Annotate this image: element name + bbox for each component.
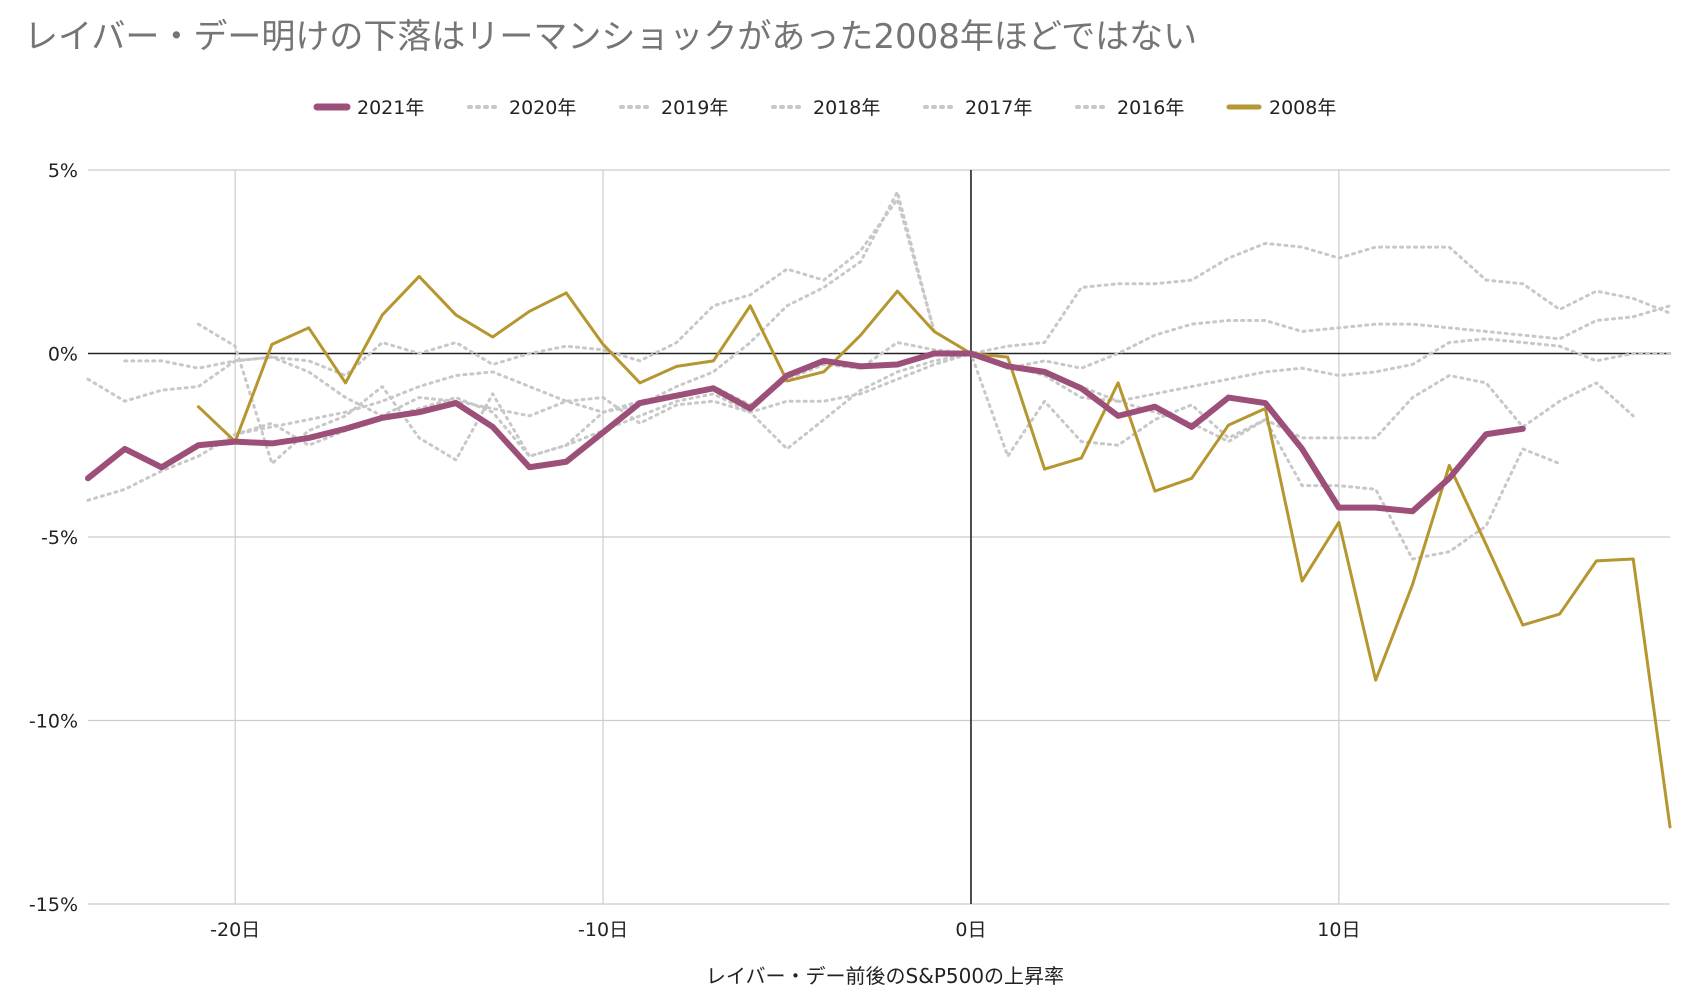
x-tick-label: 10日 [1317,919,1360,941]
chart-title: レイバー・デー明けの下落はリーマンショックがあった2008年ほどではない [24,17,1197,57]
legend-label: 2018年 [813,97,880,119]
legend-item: 2021年 [313,97,424,119]
series-line-2021 [85,350,1526,515]
y-tick-label: 5% [48,160,78,182]
series-line-2018 [86,197,1672,403]
legend-item: 2020年 [467,97,576,119]
series-line-2017 [123,337,1672,425]
y-tick-label: 0% [48,344,78,366]
tick-layer: 5% 0% -5% -10% -15% -20日 -10日 0日 10日 [29,160,1361,941]
legend: 2021年 2020年 2019年 2018年 2017年 2016年 2008年 [313,97,1336,119]
x-axis-label: レイバー・デー前後のS&P500の上昇率 [706,964,1064,988]
grid-layer [88,169,1670,905]
axis-layer [88,170,1670,904]
legend-label: 2020年 [509,97,576,119]
legend-item: 2008年 [1226,97,1336,119]
legend-item: 2018年 [771,97,880,119]
legend-label: 2019年 [661,97,728,119]
legend-label: 2008年 [1269,97,1336,119]
y-tick-label: -15% [29,894,78,916]
legend-item: 2016年 [1075,97,1184,119]
y-tick-label: -5% [41,527,78,549]
series-line-2008 [196,274,1672,829]
series-layer [85,190,1672,829]
series-line-2019 [196,241,1672,466]
x-tick-label: -20日 [210,919,260,941]
legend-item: 2019年 [619,97,728,119]
legend-label: 2017年 [965,97,1032,119]
legend-item: 2017年 [923,97,1032,119]
x-tick-label: -10日 [578,919,628,941]
legend-label: 2021年 [357,97,424,119]
legend-label: 2016年 [1117,97,1184,119]
x-tick-label: 0日 [955,919,986,941]
series-line-2020 [86,190,1562,561]
y-tick-label: -10% [29,711,78,733]
